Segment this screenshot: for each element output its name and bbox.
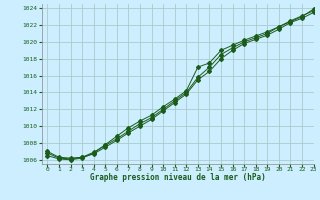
X-axis label: Graphe pression niveau de la mer (hPa): Graphe pression niveau de la mer (hPa) bbox=[90, 173, 266, 182]
